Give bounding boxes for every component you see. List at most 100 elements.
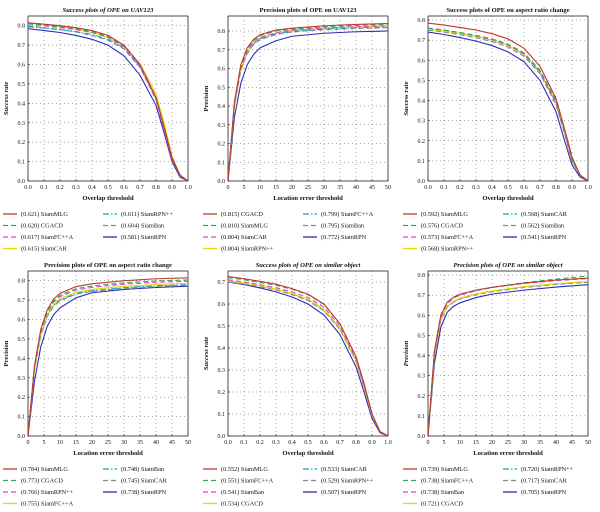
series-line xyxy=(28,277,188,436)
x-tick-label: 0.5 xyxy=(104,185,112,191)
y-tick-label: 0.4 xyxy=(18,101,26,107)
legend-entry: (0.551) SiamFC++A xyxy=(203,478,274,485)
legend-entry: (0.573) SiamFC++A xyxy=(403,234,474,241)
x-tick-label: 1.0 xyxy=(584,185,592,191)
y-tick-label: 0.6 xyxy=(418,313,426,319)
legend-label: (0.784) SiamMLG xyxy=(21,466,68,473)
legend-entry: (0.717) SiamCAR xyxy=(503,478,568,485)
y-tick-label: 0.8 xyxy=(418,18,426,24)
x-tick-label: 0.8 xyxy=(552,185,560,191)
y-tick-label: 0.6 xyxy=(218,67,226,73)
y-tick-label: 0.0 xyxy=(418,434,426,440)
legend-label: (0.615) SiamCAR xyxy=(21,246,68,253)
legend-entry: (0.592) SiamMLG xyxy=(403,211,468,218)
legend-label: (0.738) SiamFC++A xyxy=(421,478,474,485)
y-tick-label: 0.5 xyxy=(18,82,26,88)
series-line xyxy=(428,22,588,181)
y-tick-label: 0.5 xyxy=(418,78,426,84)
plot-frame xyxy=(27,15,189,182)
series-line xyxy=(228,30,388,181)
x-tick-label: 0.2 xyxy=(456,185,464,191)
x-tick-label: 1.0 xyxy=(384,440,392,446)
x-tick-label: 30 xyxy=(521,440,527,446)
legend-entry: (0.507) SiamRPN xyxy=(303,489,367,496)
x-tick-label: 0.7 xyxy=(536,185,544,191)
x-tick-label: 0.1 xyxy=(240,440,248,446)
legend-label: (0.568) SiamRPN++ xyxy=(421,246,474,253)
series-line xyxy=(428,284,588,436)
y-tick-label: 0.2 xyxy=(218,390,226,396)
y-tick-label: 0.4 xyxy=(418,99,426,105)
legend-entry: (0.568) SiamRPN++ xyxy=(403,246,474,253)
series-line xyxy=(428,277,588,436)
y-tick-label: 0.7 xyxy=(418,293,426,299)
legend-label: (0.705) SiamRPN xyxy=(521,489,567,496)
y-tick-label: 0.3 xyxy=(18,121,26,127)
x-tick-label: 0.1 xyxy=(440,185,448,191)
legend-entry: (0.748) SiamBan xyxy=(103,466,165,473)
x-tick-label: 5 xyxy=(443,440,446,446)
y-tick-label: 0.6 xyxy=(418,58,426,64)
x-tick-label: 25 xyxy=(305,185,311,191)
y-axis-label: Precision xyxy=(403,340,410,366)
legend-entry: (0.621) SiamMLG xyxy=(3,211,68,218)
x-tick-label: 0 xyxy=(227,185,230,191)
legend-label: (0.534) CGACD xyxy=(221,501,263,508)
series-line xyxy=(428,275,588,436)
legend-entry: (0.562) SiamBan xyxy=(503,223,565,230)
x-tick-label: 0.2 xyxy=(256,440,264,446)
legend-label: (0.621) SiamMLG xyxy=(21,211,68,218)
x-tick-label: 0.3 xyxy=(72,185,80,191)
chart-panel-5: Success plots of OPE on similar object 0.… xyxy=(203,262,392,508)
legend-entry: (0.738) SiamFC++A xyxy=(403,478,474,485)
legend-entry: (0.795) SiamBan xyxy=(303,223,365,230)
legend-label: (0.738) SiamBan xyxy=(421,489,465,496)
y-tick-label: 0.5 xyxy=(218,324,226,330)
legend-entry: (0.615) SiamCAR xyxy=(3,246,68,253)
series-line xyxy=(28,285,188,436)
x-tick-label: 0.3 xyxy=(472,185,480,191)
y-tick-label: 0.7 xyxy=(218,48,226,54)
y-tick-label: 0.7 xyxy=(218,280,226,286)
x-tick-label: 0.8 xyxy=(152,185,160,191)
x-tick-label: 10 xyxy=(57,440,63,446)
y-tick-label: 0.5 xyxy=(18,337,26,343)
legend-entry: (0.721) CGACD xyxy=(403,501,463,508)
y-tick-label: 0.0 xyxy=(218,179,226,185)
legend-label: (0.592) SiamMLG xyxy=(421,211,468,218)
y-tick-label: 0.3 xyxy=(218,368,226,374)
legend-label: (0.766) SiamRPN++ xyxy=(21,489,74,496)
legend-entry: (0.611) SiamRPN++ xyxy=(103,211,173,218)
y-tick-label: 0.5 xyxy=(418,333,426,339)
x-axis-label: Overlap threshold xyxy=(82,195,134,202)
series-line xyxy=(428,27,588,181)
y-tick-label: 0.6 xyxy=(18,318,26,324)
x-tick-label: 40 xyxy=(353,185,359,191)
y-tick-label: 0.3 xyxy=(18,376,26,382)
y-axis-label: Success rate xyxy=(203,337,210,371)
series-line xyxy=(28,279,188,436)
x-tick-label: 0.6 xyxy=(520,185,528,191)
legend-entry: (0.738) SiamRPN xyxy=(103,489,167,496)
x-tick-label: 40 xyxy=(153,440,159,446)
x-tick-label: 0.0 xyxy=(424,185,432,191)
y-tick-label: 0.6 xyxy=(218,302,226,308)
legend-label: (0.799) SiamFC++A xyxy=(321,211,374,218)
x-tick-label: 15 xyxy=(273,185,279,191)
legend-entry: (0.604) SiamBan xyxy=(103,223,165,230)
x-tick-label: 20 xyxy=(489,440,495,446)
x-axis-label: Location error threshold xyxy=(473,450,543,457)
series-line xyxy=(28,28,188,181)
legend-entry: (0.799) SiamFC++A xyxy=(303,211,374,218)
y-tick-label: 0.3 xyxy=(418,374,426,380)
x-axis-label: Overlap threshold xyxy=(482,195,534,202)
legend-entry: (0.766) SiamRPN++ xyxy=(3,489,74,496)
x-tick-label: 0 xyxy=(427,440,430,446)
legend-label: (0.748) SiamBan xyxy=(121,466,165,473)
y-tick-label: 0.1 xyxy=(218,160,226,166)
y-tick-label: 0.0 xyxy=(418,179,426,185)
y-tick-label: 0.0 xyxy=(18,434,26,440)
y-axis-label: Precision xyxy=(3,340,10,366)
chart-panel-6: Precision plots of OPE on similar object… xyxy=(403,262,591,508)
